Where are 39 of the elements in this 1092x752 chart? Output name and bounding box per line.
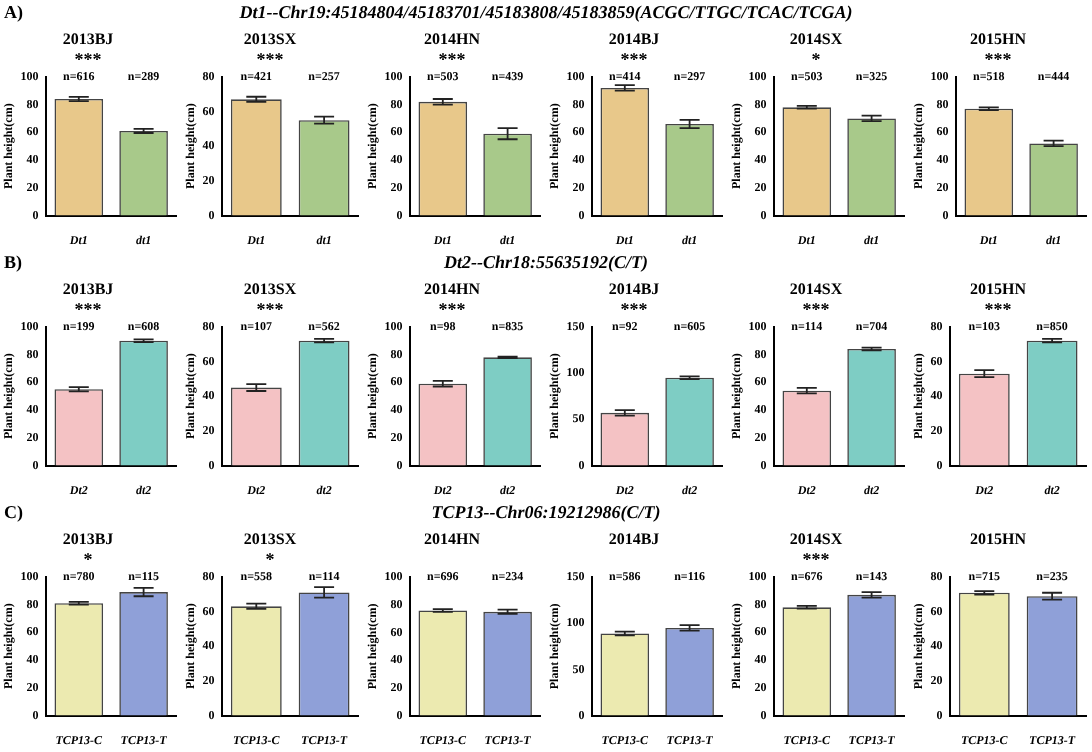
chart-title: 2013SX — [243, 29, 297, 48]
chart-title: 2014HN — [424, 279, 481, 298]
text: Dt1--Chr19:45184804/45183701/45183808/45183859(ACGC/TTGC/TCAC/TCGA) — [239, 2, 853, 22]
chart-title: 2014HN — [424, 29, 481, 48]
chart-subtitle: *** — [256, 298, 285, 319]
chart-title: 2013BJ — [62, 529, 114, 548]
chart-subtitle: *** — [620, 298, 649, 319]
text: C) — [4, 500, 23, 526]
text: TCP13--Chr06:19212986(C/T) — [431, 502, 661, 522]
chart-subtitle: * — [811, 48, 822, 69]
chart-title: 2014HN — [424, 529, 481, 548]
chart-subtitle: *** — [984, 48, 1013, 69]
chart-title: 2013SX — [243, 529, 297, 548]
chart-subtitle: *** — [438, 48, 467, 69]
chart-subtitle: *** — [256, 48, 285, 69]
chart-title: 2014BJ — [608, 529, 660, 548]
text: B) — [4, 250, 22, 276]
chart-title: 2013SX — [243, 279, 297, 298]
chart-subtitle: *** — [620, 48, 649, 69]
text: A) — [4, 0, 23, 26]
chart-title: 2014BJ — [608, 279, 660, 298]
chart-title: 2014SX — [789, 529, 843, 548]
chart-subtitle: *** — [802, 548, 831, 569]
chart-subtitle: * — [265, 548, 276, 569]
chart-title: 2015HN — [970, 529, 1027, 548]
chart-title: 2014SX — [789, 29, 843, 48]
chart-title: 2013BJ — [62, 29, 114, 48]
chart-title: 2015HN — [970, 279, 1027, 298]
chart-subtitle: *** — [984, 298, 1013, 319]
chart-subtitle: *** — [74, 48, 103, 69]
chart-subtitle: *** — [74, 298, 103, 319]
chart-title: 2014BJ — [608, 29, 660, 48]
chart-title: 2015HN — [970, 29, 1027, 48]
chart-title: 2013BJ — [62, 279, 114, 298]
text: Dt2--Chr18:55635192(C/T) — [444, 252, 648, 272]
chart-subtitle: *** — [438, 298, 467, 319]
chart-subtitle: *** — [802, 298, 831, 319]
chart-subtitle: * — [83, 548, 94, 569]
chart-title: 2014SX — [789, 279, 843, 298]
